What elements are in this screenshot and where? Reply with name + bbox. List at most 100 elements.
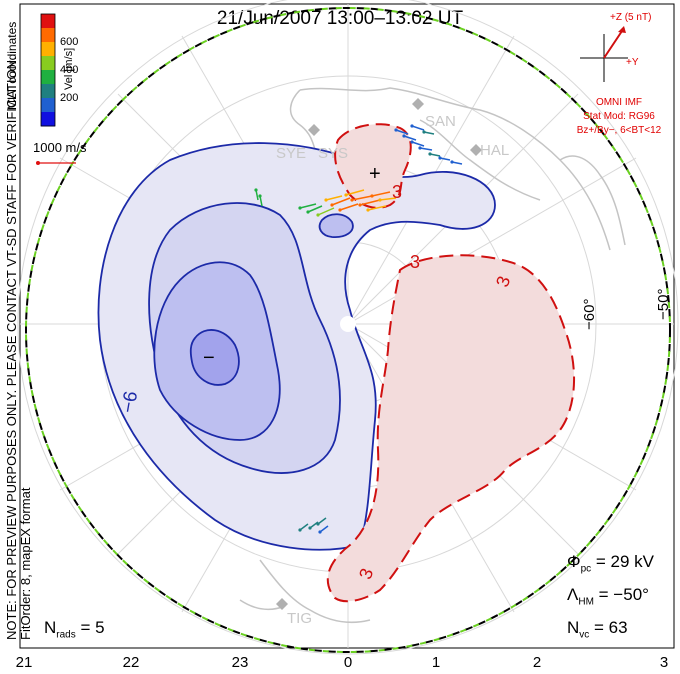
colorbar-segment xyxy=(41,84,55,99)
velocity-vector xyxy=(345,189,365,196)
phi-pc-value: = 29 kV xyxy=(595,552,654,571)
contour-label-positive-1: 3 xyxy=(392,182,402,202)
station-markers xyxy=(276,98,482,610)
velocity-vector xyxy=(309,521,319,529)
velocity-vector-origin xyxy=(418,146,422,150)
preview-note: NOTE: FOR PREVIEW PURPOSES ONLY. PLEASE … xyxy=(4,56,19,640)
velocity-vector xyxy=(371,191,391,197)
velocity-vector-origin xyxy=(298,528,302,532)
velocity-vector-origin xyxy=(450,160,454,164)
lambda-hm-sub: HM xyxy=(578,596,594,608)
velocity-vector xyxy=(439,157,451,161)
n-vc-symbol: N xyxy=(567,618,580,637)
velocity-vector-origin xyxy=(410,124,414,128)
negative-cell-contour-4 xyxy=(189,329,240,386)
colorbar-tick-400: 400 xyxy=(60,64,79,76)
velocity-vector-origin xyxy=(370,194,374,198)
velocity-vector-origin xyxy=(410,140,414,144)
imf-model-line-1: OMNI IMF xyxy=(595,97,643,108)
colorbar-segment xyxy=(41,14,55,29)
velocity-vector-origin xyxy=(402,134,406,138)
velocity-vector xyxy=(379,197,397,201)
velocity-vectors xyxy=(254,124,463,534)
colorbar xyxy=(41,14,55,127)
velocity-vector xyxy=(319,525,329,533)
pole-marker xyxy=(340,316,356,332)
imf-y-label: +Y xyxy=(626,57,639,68)
map-boundary xyxy=(25,7,671,653)
plot-frame xyxy=(19,3,675,649)
velocity-vector-origin xyxy=(394,128,398,132)
mlt-tick-21: 21 xyxy=(15,654,33,671)
velocity-vector-origin xyxy=(330,203,334,207)
velocity-vector xyxy=(395,129,409,135)
mlt-tick-3: 3 xyxy=(659,654,669,671)
imf-vector xyxy=(603,27,625,59)
velocity-vector-origin xyxy=(306,210,310,214)
velocity-vector-origin xyxy=(378,198,382,202)
velocity-vector-origin xyxy=(358,203,362,207)
velocity-vector-origin xyxy=(366,208,370,212)
velocity-vector xyxy=(423,131,435,135)
imf-vector-head xyxy=(618,26,626,33)
velocity-vector-origin xyxy=(258,194,262,198)
velocity-vector-origin xyxy=(350,198,354,202)
negative-cell-blob xyxy=(318,213,354,238)
n-vc-sub: vc xyxy=(579,629,590,641)
velocity-vector xyxy=(419,147,433,151)
lambda-hm-symbol: Λ xyxy=(567,585,579,604)
velocity-vector-origin xyxy=(254,188,258,192)
imf-z-label: +Z (5 nT) xyxy=(610,12,652,23)
velocity-vector-origin xyxy=(298,206,302,210)
n-rads-sub: rads xyxy=(56,629,76,641)
n-vc-value: = 63 xyxy=(594,618,628,637)
velocity-vector xyxy=(429,153,441,157)
station-label-sye: SYE xyxy=(276,145,307,162)
contour-label-negative: −6 xyxy=(118,390,142,415)
velocity-vector xyxy=(307,205,323,213)
velocity-vector xyxy=(317,517,327,525)
velocity-vector xyxy=(325,195,343,201)
colorbar-segment xyxy=(41,70,55,85)
velocity-vector xyxy=(255,189,259,201)
lambda-hm-stat: ΛHM = −50° xyxy=(567,585,649,607)
potential-max-marker: + xyxy=(369,163,381,185)
latitude-label-50: −50° xyxy=(655,289,672,320)
n-rads-symbol: N xyxy=(44,618,57,637)
phi-pc-sub: pc xyxy=(580,563,592,575)
velocity-vector xyxy=(339,203,359,211)
phi-pc-stat: Φpc = 29 kV xyxy=(567,552,654,574)
velocity-vector xyxy=(451,161,463,165)
n-rads-value: = 5 xyxy=(80,618,105,637)
colorbar-segment xyxy=(41,42,55,57)
velocity-vector xyxy=(411,141,425,147)
velocity-vector-origin xyxy=(338,208,342,212)
colorbar-label: Vel [m/s] xyxy=(63,48,75,90)
velocity-vector-origin xyxy=(422,130,426,134)
velocity-vector xyxy=(299,203,317,209)
mlt-coordinates-label: MLT coordinates xyxy=(5,22,19,110)
station-label-tig: TIG xyxy=(287,610,312,627)
station-label-hal: HAL xyxy=(480,142,510,159)
velocity-vector-origin xyxy=(308,526,312,530)
station-label-sys: SYS xyxy=(318,145,349,162)
velocity-vector-origin xyxy=(318,530,322,534)
positive-cell-large xyxy=(326,254,575,603)
imf-model-line-3: Bz+/By−, 6<BT<12 xyxy=(576,125,662,136)
phi-pc-symbol: Φ xyxy=(567,552,581,571)
velocity-vector xyxy=(403,135,417,141)
mlt-tick-2: 2 xyxy=(532,654,542,671)
contour-label-positive-2: 3 xyxy=(410,252,420,272)
velocity-vector xyxy=(317,207,335,216)
potential-min-marker: − xyxy=(203,347,215,369)
mlt-tick-23: 23 xyxy=(231,654,249,671)
lambda-hm-value: = −50° xyxy=(598,585,649,604)
n-rads-stat: Nrads = 5 xyxy=(44,618,105,640)
velocity-vector xyxy=(411,125,425,131)
velocity-vector-origin xyxy=(316,522,320,526)
velocity-vector xyxy=(359,199,381,206)
mlt-tick-0: 0 xyxy=(343,654,353,671)
n-vc-stat: Nvc = 63 xyxy=(567,618,628,640)
positive-cell-small xyxy=(334,123,412,209)
